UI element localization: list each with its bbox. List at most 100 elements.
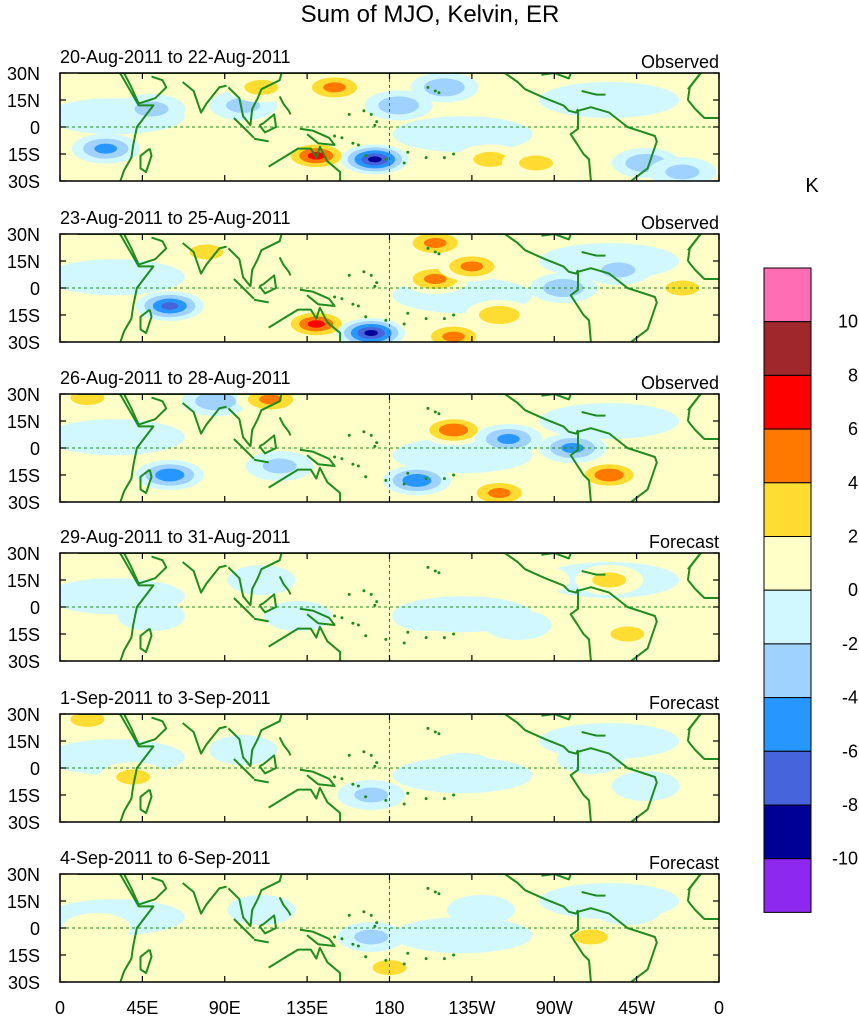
coastline [227, 234, 283, 288]
panel-type-label: Forecast [649, 693, 719, 713]
anomaly-contour [238, 570, 285, 590]
coastline [569, 911, 592, 982]
colorbar-swatch [763, 482, 812, 537]
panel-type-label: Observed [641, 213, 719, 233]
coastline [569, 751, 592, 822]
coastline [233, 117, 255, 139]
lat-label: 15N [7, 252, 40, 272]
island [452, 953, 456, 957]
anomaly-band [392, 917, 533, 954]
panel-date-range: 29-Aug-2011 to 31-Aug-2011 [60, 527, 291, 547]
lat-label: 30S [8, 333, 40, 353]
island [424, 797, 428, 801]
island [340, 297, 344, 301]
anomaly-contour [238, 900, 285, 920]
anomaly-contour [488, 488, 511, 498]
coastline [504, 714, 579, 755]
anomaly-contour [160, 470, 180, 480]
lon-label: 45W [618, 998, 655, 1018]
anomaly-contour [364, 330, 378, 336]
colorbar-swatch [763, 804, 812, 860]
coastline [77, 73, 702, 181]
panels: 30N 15N 0 15S 30S 20-Aug-2011 to 22-Aug-2011 O… [7, 47, 720, 993]
island [406, 471, 410, 475]
map-panel: 30N 15N 0 15S 30S 20-Aug-2011 to 22-Aug-2011 O… [7, 47, 720, 192]
coastlines [77, 394, 719, 502]
lat-label: 30N [7, 225, 40, 245]
coastline [139, 948, 153, 974]
lon-label: 90W [536, 998, 573, 1018]
coastline [581, 731, 606, 737]
island [375, 761, 379, 765]
coastline [123, 553, 168, 585]
anomaly-contour [665, 280, 700, 296]
island [442, 957, 446, 961]
colorbar: K 10 8 6 4 2 0 -2 -4 -6 -8 -10 [763, 175, 858, 913]
island [375, 120, 379, 124]
anomaly-contour [423, 238, 447, 248]
lat-label: 0 [30, 598, 40, 618]
colorbar-swatch [763, 267, 812, 323]
anomaly-contour [460, 261, 484, 272]
island [373, 603, 377, 607]
anomaly-contour [70, 714, 105, 727]
island [433, 569, 437, 573]
coastline [77, 553, 702, 661]
island [384, 958, 388, 962]
anomaly-contour [485, 309, 513, 321]
anomaly-contour [430, 81, 459, 94]
coastline [227, 73, 283, 127]
coastline [687, 99, 719, 119]
coastline [258, 754, 277, 775]
coastline [181, 242, 227, 275]
coastline [227, 553, 283, 607]
lat-label: 15S [8, 946, 40, 966]
coastline [541, 394, 572, 401]
lat-label: 15N [7, 412, 40, 432]
coastline [268, 946, 342, 982]
island [347, 433, 351, 437]
island [437, 412, 441, 416]
island [426, 246, 430, 250]
coastline [77, 394, 702, 502]
island [424, 317, 428, 321]
panel-date-range: 23-Aug-2011 to 25-Aug-2011 [60, 208, 291, 228]
anomaly-contour [354, 929, 389, 945]
coastline [268, 625, 342, 661]
coastline [139, 627, 153, 653]
island [402, 161, 406, 165]
colorbar-swatch [763, 589, 812, 645]
lat-label: 15N [7, 571, 40, 591]
anomaly-contour [458, 900, 504, 920]
island [356, 944, 360, 948]
coastline [268, 786, 342, 822]
lat-label: 15S [8, 306, 40, 326]
figure-title: Sum of MJO, Kelvin, ER [301, 1, 560, 28]
island [433, 250, 437, 254]
coastline [77, 234, 702, 342]
anomaly-band [539, 403, 680, 439]
lat-label: 15S [8, 145, 40, 165]
coastline [687, 740, 719, 760]
island [364, 634, 368, 638]
island [340, 616, 344, 620]
anomaly-contour [549, 282, 578, 294]
coastline [233, 278, 255, 300]
coastline [686, 73, 702, 101]
island [384, 798, 388, 802]
coastline [123, 234, 168, 266]
anomaly-contour [275, 606, 321, 626]
island [406, 150, 410, 154]
island [347, 112, 351, 116]
coastline [299, 127, 336, 146]
coastline [139, 468, 153, 494]
colorbar-swatch [763, 374, 812, 430]
colorbar-swatch [763, 750, 812, 806]
anomaly-contour [94, 143, 118, 154]
island [373, 924, 377, 928]
island [437, 91, 441, 95]
map-panel: 30N 15N 0 15S 30S 1-Sep-2011 to 3-Sep-2011 For… [7, 688, 720, 833]
island [384, 318, 388, 322]
island [433, 410, 437, 414]
island [351, 621, 355, 625]
